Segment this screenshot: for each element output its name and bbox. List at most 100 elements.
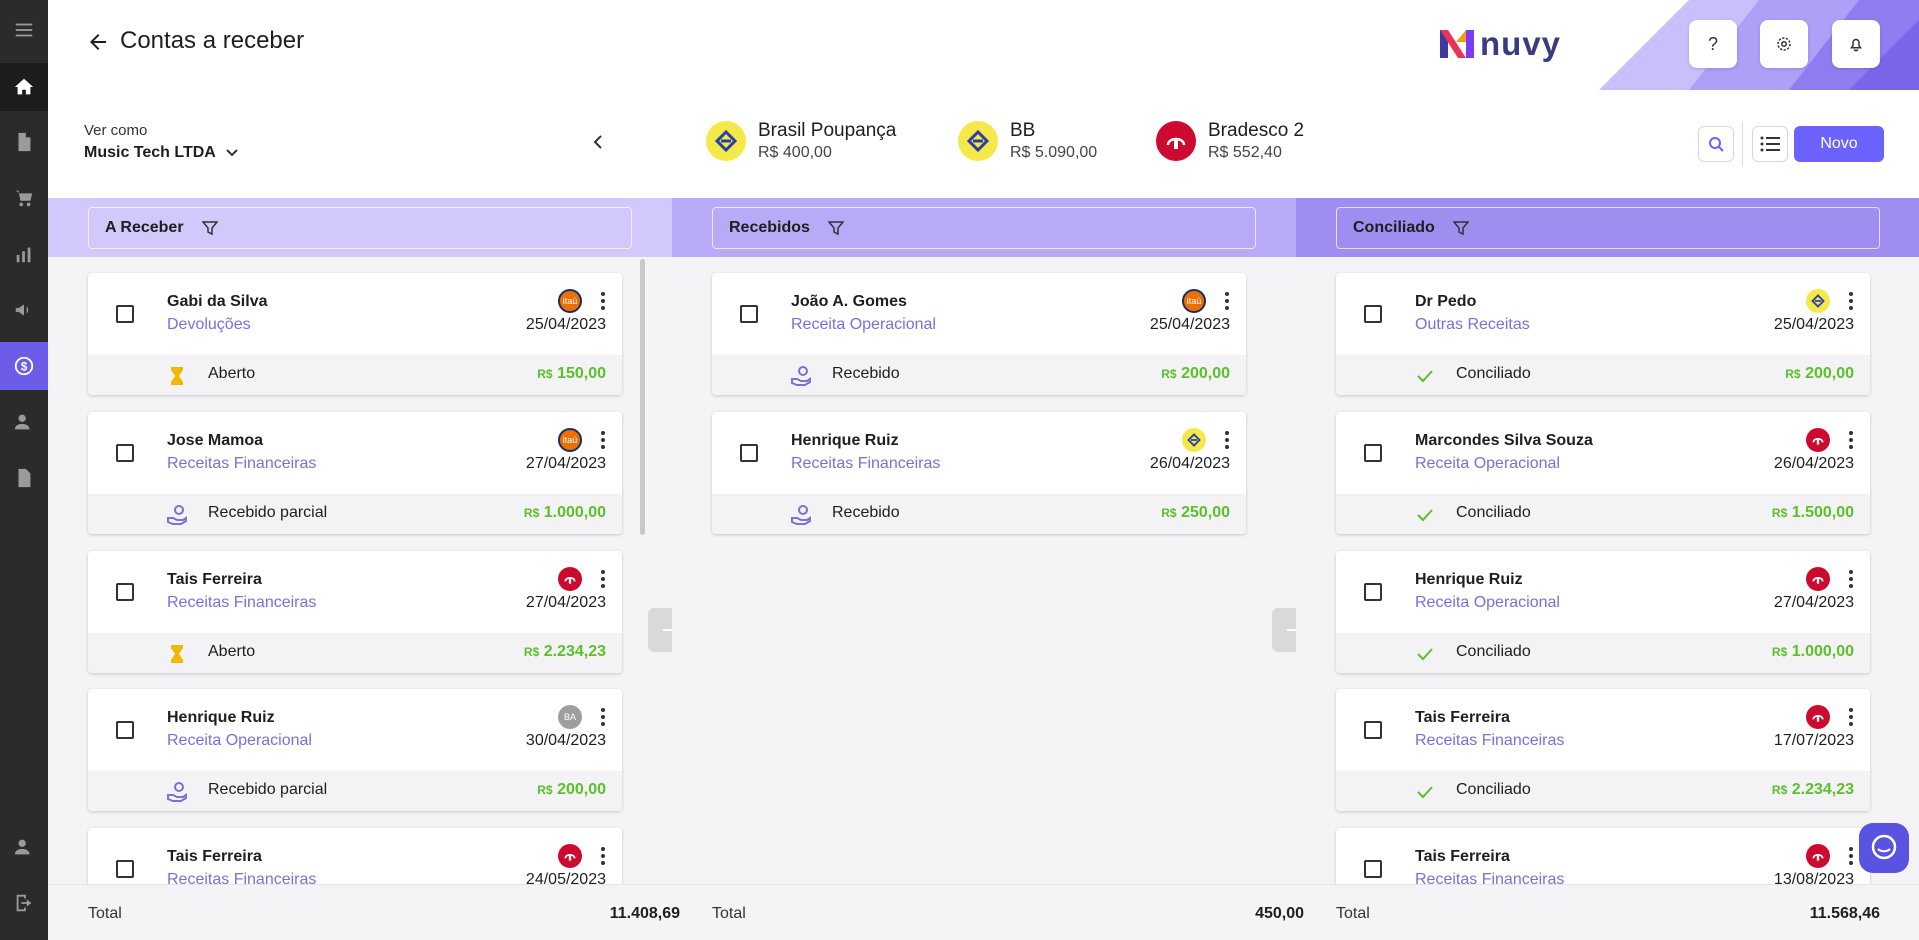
column-header: Recebidos bbox=[672, 198, 1296, 257]
total-value: 450,00 bbox=[1255, 905, 1304, 922]
chart-icon[interactable] bbox=[0, 230, 48, 278]
itau-logo-icon: itaú bbox=[558, 289, 582, 313]
filter-icon[interactable] bbox=[1452, 220, 1469, 236]
settings-button[interactable] bbox=[1760, 20, 1808, 68]
more-vertical-icon[interactable] bbox=[1848, 430, 1854, 450]
card-date: 24/05/2023 bbox=[525, 871, 606, 884]
menu-icon[interactable] bbox=[0, 6, 48, 54]
list-item[interactable]: Henrique Ruiz Receita Operacional 27/04/… bbox=[1336, 551, 1870, 673]
card-date: 30/04/2023 bbox=[525, 732, 606, 749]
list-item[interactable]: Marcondes Silva Souza Receita Operaciona… bbox=[1336, 412, 1870, 534]
question-icon: ? bbox=[1707, 33, 1718, 54]
card-checkbox[interactable] bbox=[740, 305, 758, 323]
card-status: Recebido parcial bbox=[208, 504, 328, 521]
file-icon[interactable] bbox=[0, 454, 48, 502]
list-item[interactable]: Gabi da Silva Devoluções itaú 25/04/2023… bbox=[88, 273, 622, 395]
banco-do-brasil-logo-icon bbox=[706, 121, 746, 161]
card-amount: R$ 150,00 bbox=[537, 365, 606, 382]
account-card[interactable]: Brasil Poupança R$ 400,00 bbox=[706, 120, 896, 162]
filter-icon[interactable] bbox=[827, 220, 844, 236]
home-icon[interactable] bbox=[0, 63, 48, 111]
notifications-button[interactable] bbox=[1832, 20, 1880, 68]
more-vertical-icon[interactable] bbox=[600, 707, 606, 727]
card-checkbox[interactable] bbox=[1364, 305, 1382, 323]
card-checkbox[interactable] bbox=[1364, 860, 1382, 878]
more-vertical-icon[interactable] bbox=[1848, 291, 1854, 311]
scrollbar[interactable] bbox=[640, 259, 645, 535]
back-arrow-icon[interactable] bbox=[86, 30, 110, 54]
bradesco-logo-icon bbox=[1806, 428, 1830, 452]
totals-bar: Total 11.408,69 Total 450,00 Total 11.56… bbox=[48, 884, 1919, 940]
column-a-receber: A Receber Gabi da Silva Devoluções itaú … bbox=[48, 198, 672, 884]
more-vertical-icon[interactable] bbox=[600, 430, 606, 450]
chevron-down-icon bbox=[226, 149, 238, 157]
megaphone-icon[interactable] bbox=[0, 286, 48, 334]
more-vertical-icon[interactable] bbox=[1224, 291, 1230, 311]
more-vertical-icon[interactable] bbox=[1224, 430, 1230, 450]
card-status: Recebido bbox=[832, 504, 900, 521]
company-select[interactable]: Music Tech LTDA bbox=[84, 144, 238, 162]
bradesco-logo-icon bbox=[558, 844, 582, 868]
nuvy-logo: nuvy bbox=[1438, 24, 1561, 64]
more-vertical-icon[interactable] bbox=[1848, 707, 1854, 727]
card-checkbox[interactable] bbox=[740, 444, 758, 462]
list-item[interactable]: Tais Ferreira Receitas Financeiras 24/05… bbox=[88, 828, 622, 884]
card-status: Recebido bbox=[832, 365, 900, 382]
user-settings-icon[interactable] bbox=[0, 823, 48, 871]
dollar-icon[interactable]: $ bbox=[0, 342, 48, 390]
account-card[interactable]: BB R$ 5.090,00 bbox=[958, 120, 1097, 162]
card-category: Receita Operacional bbox=[167, 732, 312, 749]
card-category: Receitas Financeiras bbox=[1415, 732, 1565, 749]
card-status: Recebido parcial bbox=[208, 781, 328, 798]
card-checkbox[interactable] bbox=[1364, 444, 1382, 462]
card-name: Jose Mamoa bbox=[167, 432, 264, 449]
card-footer: Aberto R$ 150,00 bbox=[88, 355, 622, 395]
card-checkbox[interactable] bbox=[116, 860, 134, 878]
cart-icon[interactable] bbox=[0, 174, 48, 222]
bell-icon bbox=[1850, 38, 1862, 52]
card-checkbox[interactable] bbox=[1364, 583, 1382, 601]
list-item[interactable]: Henrique Ruiz Receitas Financeiras 26/04… bbox=[712, 412, 1246, 534]
user-search-icon[interactable] bbox=[0, 398, 48, 446]
list-item[interactable]: Jose Mamoa Receitas Financeiras itaú 27/… bbox=[88, 412, 622, 534]
card-checkbox[interactable] bbox=[1364, 721, 1382, 739]
account-card[interactable]: Bradesco 2 R$ 552,40 bbox=[1156, 120, 1304, 162]
card-name: Henrique Ruiz bbox=[167, 709, 275, 726]
check-icon bbox=[1417, 370, 1433, 383]
list-view-button[interactable] bbox=[1752, 126, 1788, 162]
card-category: Receita Operacional bbox=[1415, 594, 1560, 611]
check-icon bbox=[1417, 509, 1433, 522]
list-item[interactable]: Dr Pedo Outras Receitas 25/04/2023 Conci… bbox=[1336, 273, 1870, 395]
new-button[interactable]: Novo bbox=[1794, 126, 1884, 162]
list-item[interactable]: Henrique Ruiz Receita Operacional BA 30/… bbox=[88, 689, 622, 811]
help-button[interactable]: ? bbox=[1689, 20, 1737, 68]
search-button[interactable] bbox=[1698, 126, 1734, 162]
accounts-prev-button[interactable] bbox=[588, 130, 608, 154]
card-footer: Recebido R$ 250,00 bbox=[712, 494, 1246, 534]
list-item[interactable]: Tais Ferreira Receitas Financeiras 13/08… bbox=[1336, 828, 1870, 884]
card-status: Conciliado bbox=[1456, 643, 1531, 660]
list-item[interactable]: Tais Ferreira Receitas Financeiras 17/07… bbox=[1336, 689, 1870, 811]
card-checkbox[interactable] bbox=[116, 444, 134, 462]
banco-do-brasil-logo-icon bbox=[1182, 428, 1206, 452]
more-vertical-icon[interactable] bbox=[1848, 846, 1854, 866]
card-checkbox[interactable] bbox=[116, 305, 134, 323]
document-icon[interactable] bbox=[0, 118, 48, 166]
list-item[interactable]: João A. Gomes Receita Operacional itaú 2… bbox=[712, 273, 1246, 395]
more-vertical-icon[interactable] bbox=[600, 846, 606, 866]
card-checkbox[interactable] bbox=[116, 583, 134, 601]
card-checkbox[interactable] bbox=[116, 721, 134, 739]
account-balance: R$ 5.090,00 bbox=[1010, 144, 1098, 161]
more-vertical-icon[interactable] bbox=[600, 291, 606, 311]
card-status: Conciliado bbox=[1456, 781, 1531, 798]
more-vertical-icon[interactable] bbox=[600, 569, 606, 589]
chat-button[interactable] bbox=[1859, 823, 1909, 873]
filter-icon[interactable] bbox=[201, 220, 218, 236]
logout-icon[interactable] bbox=[0, 879, 48, 927]
more-vertical-icon[interactable] bbox=[1848, 569, 1854, 589]
account-name: Brasil Poupança bbox=[758, 120, 897, 141]
page-title: Contas a receber bbox=[120, 27, 305, 54]
card-amount: R$ 1.000,00 bbox=[1771, 643, 1854, 660]
card-status: Aberto bbox=[208, 643, 256, 660]
list-item[interactable]: Tais Ferreira Receitas Financeiras 27/04… bbox=[88, 551, 622, 673]
